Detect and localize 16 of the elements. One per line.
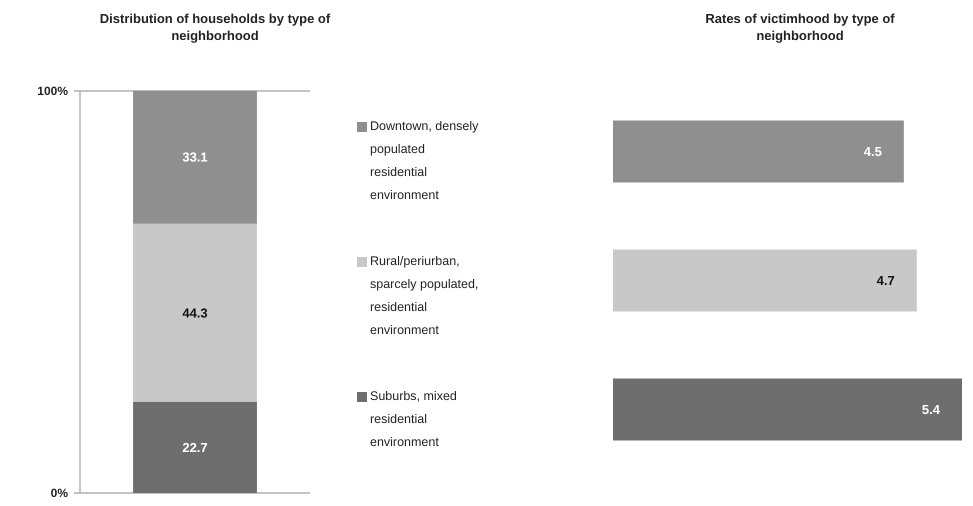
y-tick-label: 100% [37, 84, 68, 98]
chart-title: Rates of victimhood by type of neighborhood [705, 11, 896, 43]
chart-title: Distribution of households by type of neighborhood [100, 11, 331, 43]
data-label: 22.7 [182, 440, 208, 455]
data-label: 44.3 [182, 305, 208, 320]
y-tick-label: 0% [50, 486, 68, 500]
data-label: 5.4 [922, 402, 941, 418]
bar [133, 90, 257, 224]
data-label: 4.7 [876, 273, 895, 288]
bar [133, 402, 257, 493]
bar [133, 224, 257, 402]
legend-label: Rural/periurban, sparcely populated, residential environment [370, 254, 478, 337]
legend-label: Suburbs, mixed residential environment [370, 389, 457, 449]
legend-label: Downtown, densely populated residential environment [370, 119, 480, 202]
data-label: 4.5 [864, 144, 882, 160]
data-label: 33.1 [182, 150, 208, 165]
